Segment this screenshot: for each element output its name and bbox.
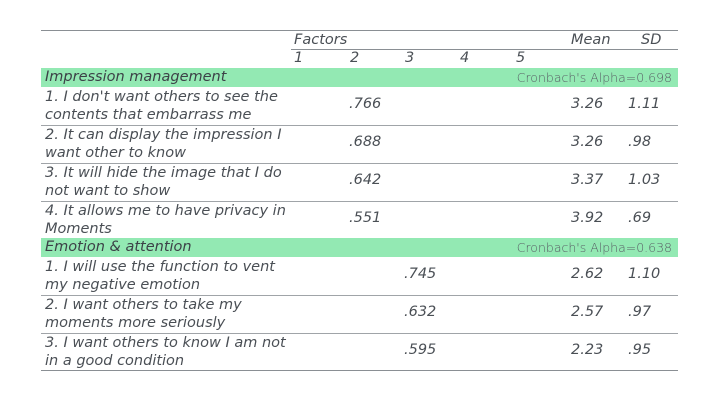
row-divider: [41, 125, 678, 126]
sd-value: 1.11: [628, 96, 661, 112]
sd-value: .69: [628, 210, 652, 226]
factor-loading: .632: [404, 304, 437, 320]
mean-value: 3.92: [571, 210, 604, 226]
cronbach-alpha: Cronbach's Alpha=0.638: [516, 240, 672, 255]
factor-loading: .766: [349, 96, 382, 112]
sd-value: .97: [628, 304, 652, 320]
section-title: Emotion & attention: [45, 239, 192, 255]
sd-value: 1.03: [628, 172, 661, 188]
table-top-rule: [41, 30, 678, 31]
section-impression-management: Impression management Cronbach's Alpha=0…: [41, 68, 678, 87]
mean-value: 3.26: [571, 96, 604, 112]
table-row-item: 2. It can display the impression I want …: [45, 127, 282, 161]
factor-loading: .642: [349, 172, 382, 188]
factor-loading: .688: [349, 134, 382, 150]
factor-4-header: 4: [460, 50, 470, 66]
row-divider: [41, 333, 678, 334]
sd-value: .98: [628, 134, 652, 150]
cronbach-alpha: Cronbach's Alpha=0.698: [516, 70, 672, 85]
factor-1-header: 1: [294, 50, 304, 66]
factor-loading: .745: [404, 266, 437, 282]
section-title: Impression management: [45, 69, 227, 85]
table-row-item: 1. I will use the function to vent my ne…: [45, 259, 275, 293]
factors-header: Factors: [294, 32, 348, 48]
factor-loading: .551: [349, 210, 382, 226]
sd-value: 1.10: [628, 266, 661, 282]
sd-header: SD: [641, 32, 662, 48]
header-mid-rule: [291, 49, 678, 50]
table-row-item: 3. I want others to know I am not in a g…: [45, 335, 286, 369]
table-bottom-rule: [41, 370, 678, 371]
section-emotion-attention: Emotion & attention Cronbach's Alpha=0.6…: [41, 238, 678, 257]
mean-value: 2.23: [571, 342, 604, 358]
sd-value: .95: [628, 342, 652, 358]
mean-value: 2.57: [571, 304, 604, 320]
table-row-item: 4. It allows me to have privacy in Momen…: [45, 203, 286, 237]
mean-header: Mean: [571, 32, 611, 48]
table-row-item: 3. It will hide the image that I do not …: [45, 165, 282, 199]
mean-value: 3.37: [571, 172, 604, 188]
row-divider: [41, 295, 678, 296]
mean-value: 3.26: [571, 134, 604, 150]
factor-3-header: 3: [405, 50, 415, 66]
mean-value: 2.62: [571, 266, 604, 282]
factor-5-header: 5: [516, 50, 526, 66]
factor-2-header: 2: [350, 50, 360, 66]
row-divider: [41, 201, 678, 202]
table-row-item: 1. I don't want others to see the conten…: [45, 89, 278, 123]
table-row-item: 2. I want others to take my moments more…: [45, 297, 242, 331]
row-divider: [41, 163, 678, 164]
factor-loading: .595: [404, 342, 437, 358]
